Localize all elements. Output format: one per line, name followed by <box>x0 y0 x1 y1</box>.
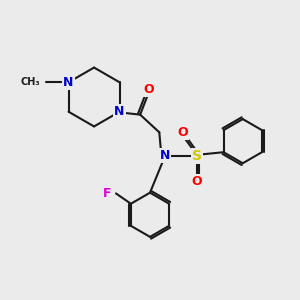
Text: F: F <box>103 187 112 200</box>
Text: N: N <box>114 105 125 118</box>
Text: O: O <box>177 126 188 139</box>
Text: S: S <box>192 149 202 163</box>
Text: O: O <box>192 175 203 188</box>
Text: N: N <box>63 76 74 89</box>
Text: CH₃: CH₃ <box>21 77 40 87</box>
Text: O: O <box>144 83 154 96</box>
Text: N: N <box>160 149 170 162</box>
